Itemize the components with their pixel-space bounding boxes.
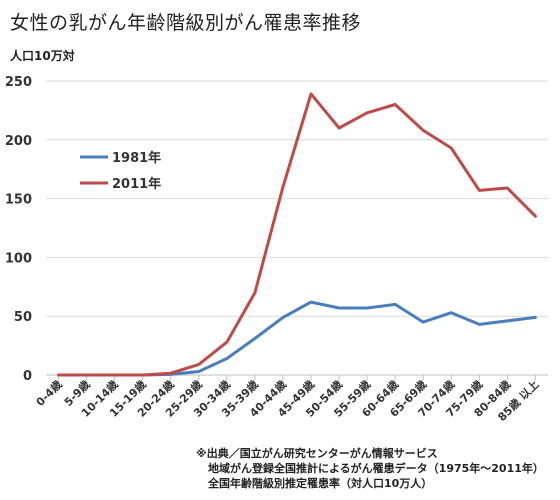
source-note-line-1: ※出典／国立がん研究センターがん情報サービス	[196, 447, 438, 460]
y-tick-label: 0	[23, 369, 32, 384]
chart-title: 女性の乳がん年齢階級別がん罹患率推移	[10, 12, 362, 34]
source-note-line-3: 全国年齢階級別推定罹患率（対人口10万人）	[208, 477, 433, 490]
source-notes: ※出典／国立がん研究センターがん情報サービス 地域がん登録全国推計によるがん罹患…	[196, 446, 544, 491]
y-tick-label: 50	[14, 310, 32, 325]
x-tick-label: 0-4歳	[33, 377, 65, 409]
legend-label: 2011年	[112, 176, 161, 192]
legend-label: 1981年	[112, 150, 161, 166]
y-tick-label: 100	[5, 251, 32, 266]
y-tick-label: 200	[5, 134, 32, 149]
y-tick-label: 250	[5, 75, 32, 90]
y-axis-unit-label: 人口10万対	[10, 49, 75, 63]
series-line-2011年	[57, 92, 537, 377]
y-tick-label: 150	[5, 193, 32, 208]
source-note-line-2: 地域がん登録全国推計によるがん罹患データ（1975年～2011年）	[208, 462, 544, 475]
series-line-1981年	[57, 300, 537, 377]
